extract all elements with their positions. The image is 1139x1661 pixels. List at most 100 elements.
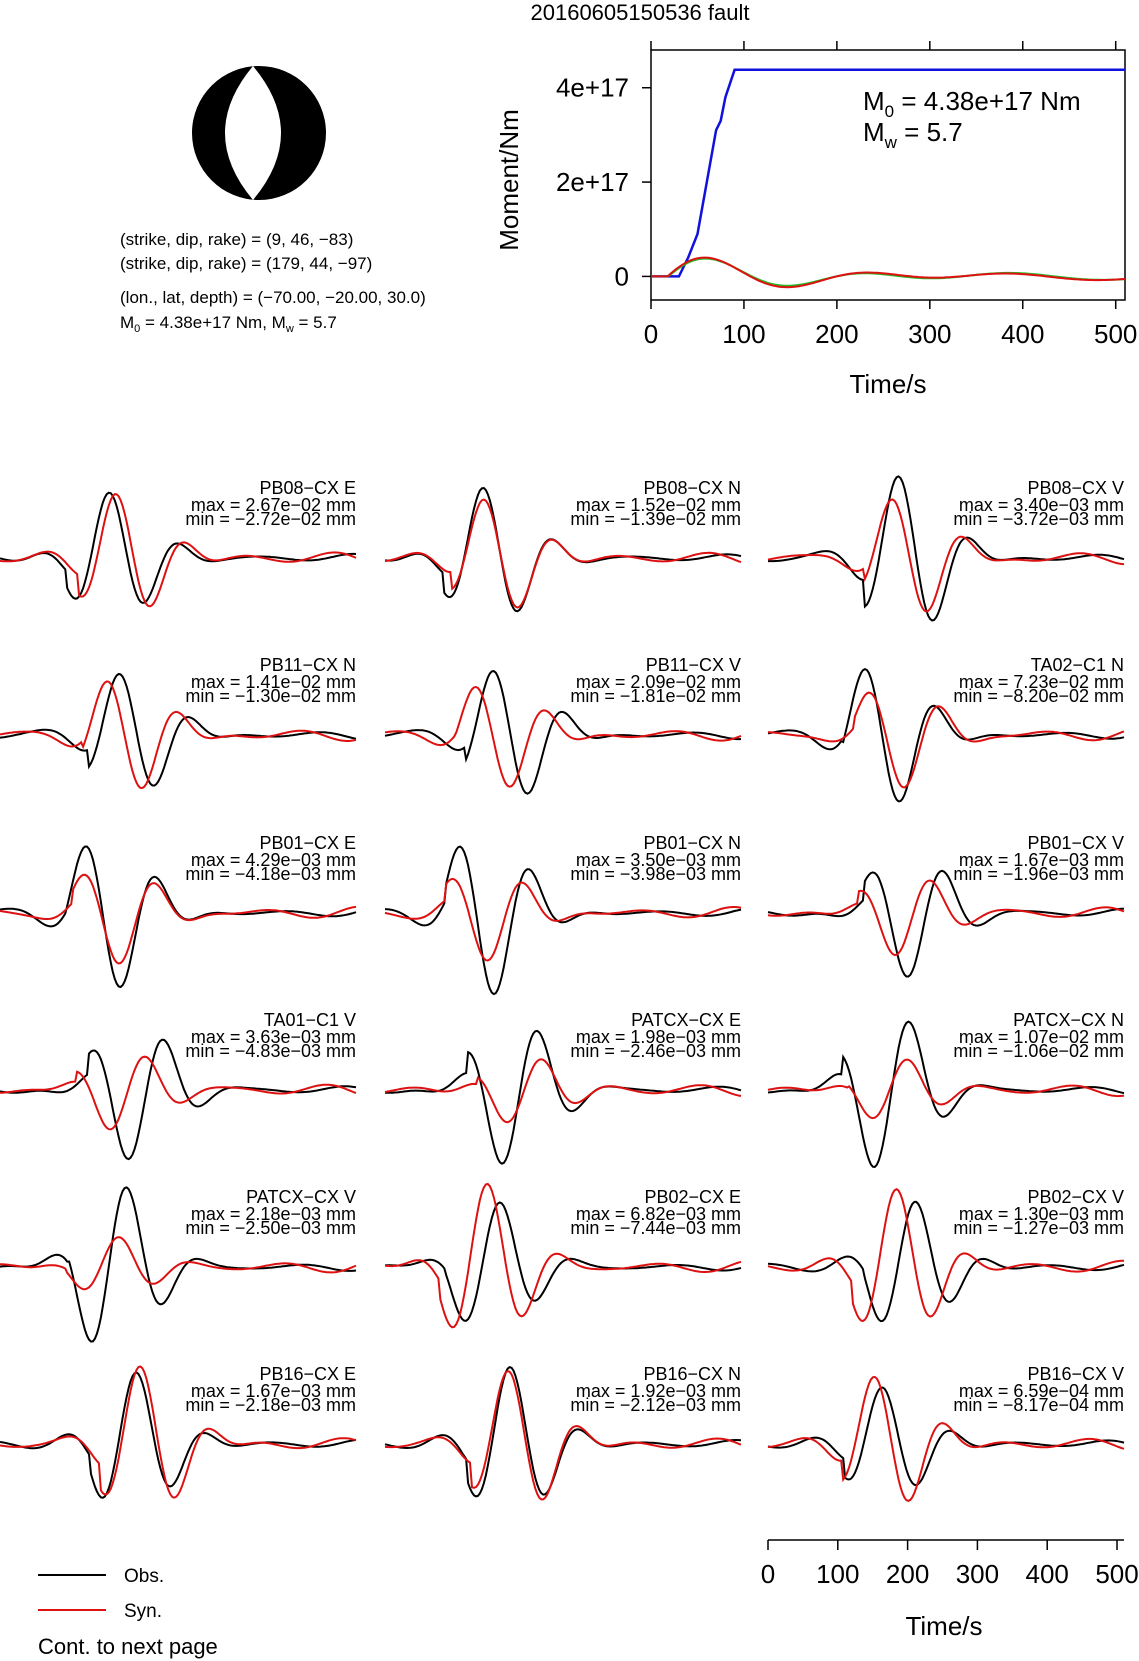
mechanism-line-3: (lon., lat, depth) = (−70.00, −20.00, 30…: [120, 288, 426, 307]
mechanism-info: (strike, dip, rake) = (9, 46, −83) (stri…: [120, 230, 426, 335]
trace-station-label: PB01−CX V: [1027, 833, 1124, 853]
trace-obs-line: [767, 1020, 1125, 1168]
moment-ylabel: Moment/Nm: [494, 109, 524, 251]
trace-station-label: PB01−CX E: [259, 833, 356, 853]
trace-max-label: max = 2.18e−03 mm: [191, 1204, 356, 1224]
trace-max-label: max = 1.41e−02 mm: [191, 672, 356, 692]
trace-station-label: PB11−CX V: [646, 655, 741, 675]
trace-station-label: PB02−CX E: [644, 1187, 741, 1207]
trace-min-label: min = −4.83e−03 mm: [185, 1041, 356, 1061]
moment-green-trace: [651, 257, 1126, 287]
trace-min-label: min = −7.44e−03 mm: [570, 1218, 741, 1238]
trace-min-label: min = −1.27e−03 mm: [953, 1218, 1124, 1238]
trace-syn-line: [767, 879, 1125, 957]
trace-obs-line: [767, 667, 1125, 803]
trace-syn-line: [384, 1369, 742, 1501]
trace-obs-line: [384, 1029, 742, 1165]
legend-obs-label: Obs.: [124, 1566, 164, 1587]
trace-min-label: min = −2.72e−02 mm: [185, 509, 356, 529]
legend-syn-label: Syn.: [124, 1601, 162, 1622]
trace-min-label: min = −1.06e−02 mm: [953, 1041, 1124, 1061]
trace-min-label: min = −3.98e−03 mm: [570, 864, 741, 884]
waveform-xlabel: Time/s: [905, 1611, 982, 1641]
trace-station-label: PB16−CX E: [259, 1364, 356, 1384]
trace-max-label: max = 1.67e−03 mm: [191, 1381, 356, 1401]
trace-min-label: min = −2.18e−03 mm: [185, 1395, 356, 1415]
moment-xtick-label: 0: [644, 319, 658, 349]
trace-station-label: PB11−CX N: [260, 655, 356, 675]
trace-station-label: PB08−CX N: [643, 478, 741, 498]
moment-annotation-mw: Mw = 5.7: [863, 117, 963, 152]
trace-station-label: PB16−CX N: [643, 1364, 741, 1384]
trace-min-label: min = −4.18e−03 mm: [185, 864, 356, 884]
figure-title: 20160605150536 fault: [531, 0, 750, 25]
trace-max-label: max = 4.29e−03 mm: [191, 850, 356, 870]
trace-obs-line: [767, 1200, 1125, 1323]
trace-max-label: max = 3.50e−03 mm: [576, 850, 741, 870]
trace-max-label: max = 1.07e−02 mm: [959, 1027, 1124, 1047]
trace-max-label: max = 3.63e−03 mm: [191, 1027, 356, 1047]
trace-station-label: PB08−CX V: [1027, 478, 1124, 498]
trace-syn-line: [0, 1055, 357, 1131]
waveform-xtick-label: 300: [956, 1559, 999, 1589]
moment-xtick-label: 400: [1001, 319, 1044, 349]
moment-plot: 0 100 200 300 400 500 0 2e+17 4e+17 Moment/Nm Ti…: [494, 41, 1137, 399]
trace-max-label: max = 1.98e−03 mm: [576, 1027, 741, 1047]
trace-obs-line: [767, 1386, 1125, 1487]
trace-station-label: TA01−C1 V: [264, 1010, 356, 1030]
trace-syn-line: [0, 1236, 357, 1291]
trace-station-label: PB16−CX V: [1027, 1364, 1124, 1384]
trace-syn-line: [0, 873, 357, 965]
trace-syn-line: [0, 1365, 357, 1499]
trace-syn-line: [384, 1182, 742, 1329]
moment-ytick-label: 2e+17: [556, 167, 629, 197]
trace-min-label: min = −8.20e−02 mm: [953, 686, 1124, 706]
moment-annotation-m0: M0 = 4.38e+17 Nm: [863, 86, 1081, 121]
moment-xlabel: Time/s: [849, 369, 926, 399]
moment-ytick-label: 0: [615, 261, 629, 291]
trace-station-label: PB08−CX E: [259, 478, 356, 498]
trace-obs-line: [0, 1371, 357, 1499]
moment-xtick-label: 100: [722, 319, 765, 349]
footer-continue: Cont. to next page: [38, 1634, 218, 1659]
trace-min-label: min = −2.46e−03 mm: [570, 1041, 741, 1061]
beachball: [192, 66, 326, 200]
trace-syn-line: [767, 498, 1125, 613]
trace-syn-line: [384, 498, 742, 609]
trace-max-label: max = 1.67e−03 mm: [959, 850, 1124, 870]
trace-obs-line: [768, 475, 1125, 622]
trace-syn-line: [767, 1058, 1125, 1120]
waveform-time-axis: 0 100 200 300 400 500: [761, 1539, 1139, 1589]
trace-max-label: max = 7.23e−02 mm: [959, 672, 1124, 692]
moment-red-trace: [651, 256, 1126, 289]
trace-max-label: max = 2.09e−02 mm: [576, 672, 741, 692]
moment-plot-frame: [650, 49, 1126, 301]
trace-station-label: PB01−CX N: [643, 833, 741, 853]
waveform-xtick-label: 400: [1026, 1559, 1069, 1589]
trace-max-label: max = 1.30e−03 mm: [959, 1204, 1124, 1224]
waveform-xtick-label: 0: [761, 1559, 775, 1589]
trace-station-label: PB02−CX V: [1027, 1187, 1124, 1207]
trace-obs-line: [384, 670, 741, 795]
trace-obs-line: [0, 491, 357, 604]
moment-ytick-label: 4e+17: [556, 73, 629, 103]
waveform-xtick-label: 100: [816, 1559, 859, 1589]
trace-station-label: PATCX−CX E: [631, 1010, 741, 1030]
trace-station-label: PATCX−CX V: [246, 1187, 356, 1207]
trace-min-label: min = −3.72e−03 mm: [953, 509, 1124, 529]
mechanism-line-4: M0 = 4.38e+17 Nm, Mw = 5.7: [120, 313, 337, 335]
trace-obs-line: [384, 1201, 742, 1322]
trace-min-label: min = −2.12e−03 mm: [570, 1395, 741, 1415]
